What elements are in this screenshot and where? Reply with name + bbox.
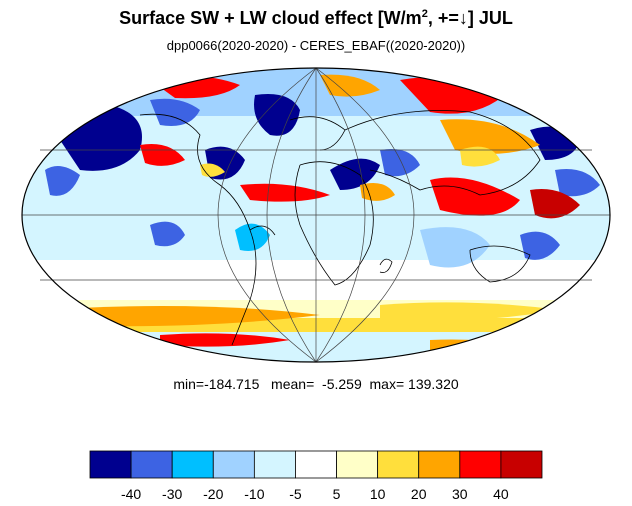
colorbar-swatch [253,450,296,479]
plot-title: Surface SW + LW cloud effect [W/m2, +=↓]… [119,8,513,28]
colorbar-tick-label: -20 [203,486,224,502]
meridian-line [217,67,317,363]
graticule [22,67,610,363]
meridian-line [315,67,415,363]
colorbar-tick-label: 5 [332,486,341,502]
mollweide-map [21,67,611,363]
colorbar-swatch [377,450,420,479]
colorbar-tick-label: 10 [369,486,386,502]
colorbar-tick-label: 40 [493,486,509,502]
colorbar-tick-label: -30 [162,486,183,502]
meridian-line [315,67,366,363]
colorbar-tick-label: 20 [410,486,427,502]
colorbar-tick-label: 30 [452,486,468,502]
coastlines [139,110,541,346]
colorbar-swatch [336,450,379,479]
statistics-line: min=-184.715 mean= -5.259 max= 139.320 [173,376,459,392]
colorbar-tick-label: -40 [120,486,142,502]
meridian-line [266,67,317,363]
colorbar-swatch [89,450,132,479]
map-border [21,67,611,363]
colorbar-swatch [500,450,543,479]
plot-subtitle: dpp0066(2020-2020) - CERES_EBAF((2020-20… [166,38,466,53]
colorbar-swatch [418,450,461,479]
colorbar-swatch [212,450,255,479]
colorbar-tick-label: -5 [289,486,302,502]
colorbar-swatch [171,450,214,479]
colorbar-swatch [459,450,502,479]
colorbar-tick-label: -10 [244,486,265,502]
colorbar-swatch [295,450,337,479]
colorbar-swatch [130,450,173,479]
